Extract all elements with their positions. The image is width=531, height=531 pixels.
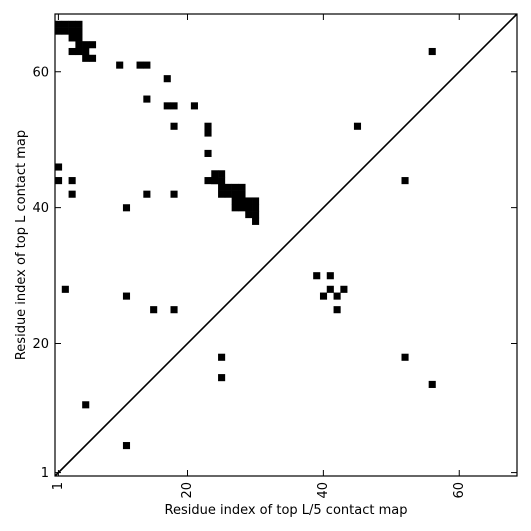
contact-cell [218, 374, 226, 382]
contact-cell [211, 177, 219, 185]
contact-cell [68, 47, 76, 56]
contact-cell [55, 27, 63, 35]
contact-cell [136, 61, 144, 69]
contact-cell [218, 353, 226, 361]
contact-cell [143, 61, 151, 69]
contact-cell [333, 306, 341, 314]
contact-cell [231, 204, 239, 212]
contact-cell [88, 54, 97, 62]
contact-cell [238, 204, 246, 212]
contact-cell [218, 183, 226, 191]
contact-cell [82, 41, 90, 49]
contact-cell [116, 61, 124, 69]
contact-cell [245, 204, 253, 212]
contact-cell [170, 306, 178, 314]
x-tick-label: 20 [180, 482, 195, 499]
contact-cell [204, 177, 212, 185]
contact-cell [326, 285, 334, 293]
x-tick-label: 40 [316, 482, 331, 499]
contact-cell [68, 20, 76, 28]
contact-cell [252, 211, 260, 219]
contact-cell [75, 34, 83, 42]
contact-cell [313, 272, 321, 280]
contact-cell [204, 149, 212, 157]
axis-ticks: 1 20 40 60 1 20 40 60 [32, 14, 517, 499]
y-tick-label: 1 [41, 466, 49, 481]
contact-cell [88, 41, 97, 49]
contact-cell [68, 27, 76, 35]
contact-cell [218, 170, 226, 178]
contact-cell [319, 292, 328, 300]
contact-cell [204, 122, 212, 130]
contact-cell [252, 197, 260, 205]
contact-cell [55, 20, 63, 28]
contact-cell [190, 102, 198, 110]
contact-cell [333, 292, 341, 300]
contact-cell [238, 197, 246, 205]
contact-cell [61, 20, 69, 28]
contact-cell [75, 27, 83, 35]
contact-cell [82, 54, 90, 62]
contact-cell [143, 190, 151, 198]
contact-cell [428, 47, 436, 56]
contact-cell [163, 102, 171, 110]
contact-cell [143, 95, 151, 103]
contact-cell [326, 272, 334, 280]
contact-cell [122, 292, 131, 300]
diagonal-line [54, 13, 518, 477]
contact-cell [401, 353, 409, 361]
contact-cell [231, 190, 239, 198]
y-axis-label: Residue index of top L contact map [14, 130, 29, 360]
contact-cell [401, 177, 409, 185]
contact-cell [218, 177, 226, 185]
contact-cell [231, 197, 239, 205]
plot-frame [54, 13, 518, 477]
x-tick-label: 60 [452, 482, 467, 499]
contact-cell [122, 204, 131, 212]
x-axis-label: Residue index of top L/5 contact map [165, 503, 408, 518]
contact-cell [68, 34, 76, 42]
contact-cell [82, 401, 90, 409]
contact-cell [55, 177, 63, 185]
y-tick-label: 20 [32, 337, 49, 352]
contact-cell [150, 306, 158, 314]
contact-cell [82, 47, 90, 56]
contact-cell [75, 47, 83, 56]
contact-cell [61, 285, 69, 293]
contact-cell [245, 211, 253, 219]
contact-cell [428, 380, 436, 388]
contact-cell [163, 75, 171, 83]
contact-cell [238, 190, 246, 198]
contact-cell [75, 41, 83, 49]
x-tick-label: 1 [51, 482, 66, 490]
contact-cell [61, 27, 69, 35]
contact-cell [238, 183, 246, 191]
contact-cell [353, 122, 362, 130]
contact-cell [211, 170, 219, 178]
contact-cell [245, 197, 253, 205]
contact-cell [68, 190, 76, 198]
contact-cell [55, 163, 63, 171]
contact-cell [122, 442, 131, 450]
contact-cells [55, 20, 436, 450]
y-tick-label: 40 [32, 201, 49, 216]
contact-cell [340, 285, 348, 293]
contact-cell [224, 183, 232, 191]
contact-cell [170, 190, 178, 198]
contact-cell [224, 190, 232, 198]
contact-cell [170, 122, 178, 130]
contact-cell [170, 102, 178, 110]
contact-cell [75, 20, 83, 28]
contact-cell [204, 129, 212, 137]
contact-cell [252, 217, 260, 225]
contact-cell [218, 190, 226, 198]
y-tick-label: 60 [32, 65, 49, 80]
contact-cell [252, 204, 260, 212]
contact-cell [231, 183, 239, 191]
contact-cell [68, 177, 76, 185]
